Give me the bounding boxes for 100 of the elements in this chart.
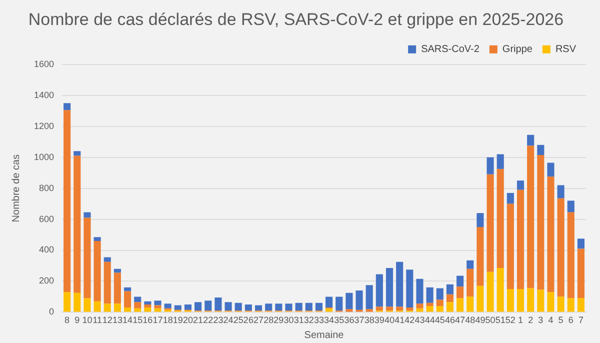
bar <box>114 272 121 304</box>
x-tick-label: 45 <box>434 315 445 326</box>
bar <box>275 304 282 311</box>
bar <box>64 103 71 110</box>
bar <box>305 302 312 311</box>
bar <box>204 300 212 311</box>
x-tick-label: 31 <box>294 315 304 326</box>
bar <box>234 302 242 311</box>
bar <box>436 288 444 300</box>
bar <box>74 156 81 293</box>
bar <box>346 309 353 312</box>
bar <box>104 262 111 304</box>
x-tick-label: 7 <box>578 315 584 326</box>
x-tick-label: 34 <box>324 315 334 326</box>
bar <box>567 212 574 298</box>
x-tick-label: 24 <box>223 315 234 326</box>
x-tick-label: 13 <box>112 315 122 326</box>
bar <box>265 304 272 311</box>
bar <box>336 296 343 311</box>
bar <box>426 287 434 303</box>
bar <box>527 288 534 312</box>
x-tick-label: 50 <box>485 315 496 326</box>
bar <box>406 270 414 308</box>
y-tick-label: 200 <box>38 276 54 286</box>
bar <box>386 306 394 311</box>
bar <box>144 308 152 312</box>
bar <box>74 292 81 312</box>
x-tick-label: 36 <box>344 315 354 326</box>
x-tick-label: 32 <box>304 315 314 326</box>
bar <box>376 306 383 311</box>
bar <box>506 192 514 204</box>
bar <box>356 290 363 310</box>
bar <box>577 248 584 298</box>
chart-title: Nombre de cas déclarés de RSV, SARS-CoV-2 et grippe en 2025-2026 <box>28 10 564 29</box>
bar <box>114 268 121 273</box>
bar <box>104 257 111 262</box>
x-tick-label: 28 <box>264 315 274 326</box>
x-tick-label: 33 <box>314 315 324 326</box>
x-tick-label: 17 <box>152 315 163 326</box>
bar <box>154 308 162 312</box>
x-tick-label: 8 <box>64 315 70 326</box>
bar <box>244 304 252 311</box>
x-tick-label: 47 <box>455 315 466 326</box>
bar <box>476 286 484 312</box>
bar <box>346 292 353 310</box>
x-tick-label: 37 <box>354 315 364 326</box>
bar <box>527 146 534 288</box>
bar <box>486 272 494 312</box>
legend-label: RSV <box>555 44 576 56</box>
bar <box>124 308 132 312</box>
bar <box>496 154 504 169</box>
bar <box>446 302 454 312</box>
bar <box>567 298 574 312</box>
bar <box>456 298 464 312</box>
x-tick-label: 16 <box>142 315 153 326</box>
x-tick-label: 30 <box>284 315 294 326</box>
bar <box>436 300 444 306</box>
bar <box>174 305 182 310</box>
bar <box>456 276 464 287</box>
bar <box>506 204 514 289</box>
bar <box>506 288 514 312</box>
bar <box>567 200 574 212</box>
legend-label: Grippe <box>502 44 533 56</box>
y-tick-label: 1000 <box>34 152 54 162</box>
bar <box>577 238 584 249</box>
x-tick-label: 52 <box>505 315 516 326</box>
y-tick-label: 600 <box>38 214 54 224</box>
bar <box>496 268 504 312</box>
x-tick-label: 1 <box>518 315 524 326</box>
bar <box>446 294 454 302</box>
bar <box>426 302 434 306</box>
bar <box>456 286 464 298</box>
bar <box>64 292 71 312</box>
bar <box>84 218 91 298</box>
y-tick-label: 1600 <box>34 58 54 69</box>
x-tick-label: 9 <box>74 315 80 326</box>
bar <box>285 304 292 311</box>
bar <box>446 284 454 294</box>
x-tick-label: 39 <box>374 315 384 326</box>
bar <box>537 290 544 312</box>
x-tick-label: 21 <box>193 315 204 326</box>
bar <box>547 292 554 312</box>
x-tick-label: 20 <box>182 315 193 326</box>
bar <box>64 110 71 292</box>
bar <box>426 306 434 312</box>
x-tick-label: 4 <box>548 315 554 326</box>
bar <box>537 144 544 155</box>
bar <box>94 240 101 302</box>
x-tick-label: 25 <box>233 315 244 326</box>
bar <box>214 297 222 311</box>
bar <box>134 296 142 302</box>
bar <box>406 308 414 311</box>
x-tick-label: 44 <box>424 315 435 326</box>
x-tick-label: 5 <box>558 315 564 326</box>
bar <box>476 213 484 228</box>
bar <box>84 298 91 312</box>
bar <box>516 288 524 312</box>
bar <box>527 134 534 146</box>
y-tick-label: 1400 <box>34 90 54 100</box>
x-tick-label: 35 <box>334 315 344 326</box>
